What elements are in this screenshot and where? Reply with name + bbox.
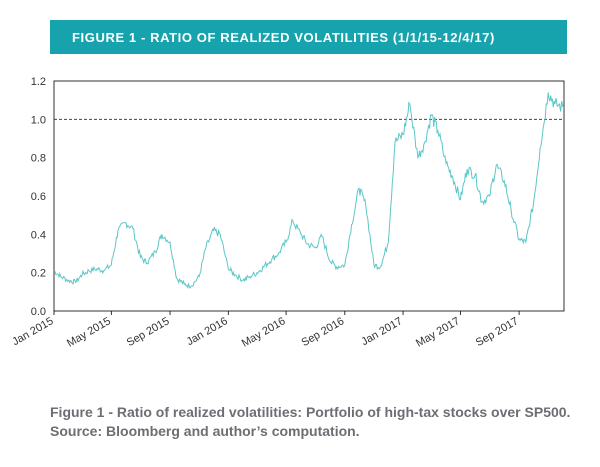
x-tick-label: Sep 2016 (300, 315, 347, 349)
y-tick-label: 0.4 (31, 229, 46, 241)
x-tick-label: May 2015 (65, 315, 113, 350)
y-tick-label: 1.2 (31, 76, 46, 88)
volatility-ratio-chart: 0.0 0.2 0.4 0.6 0.8 1.0 1.2 Jan 2015 May 2015 Se… (10, 76, 565, 350)
x-tick-label: May 2016 (240, 315, 288, 350)
figure-title: FIGURE 1 - RATIO OF REALIZED VOLATILITIE… (72, 29, 495, 45)
x-tick-label: May 2017 (414, 315, 462, 350)
x-tick-label: Jan 2016 (185, 315, 230, 348)
x-tick-label: Sep 2017 (474, 315, 521, 349)
y-tick-label: 0.6 (31, 191, 46, 203)
figure-caption: Figure 1 - Ratio of realized volatilitie… (50, 404, 571, 439)
figure-title-banner: FIGURE 1 - RATIO OF REALIZED VOLATILITIE… (50, 20, 567, 54)
series-line (53, 92, 565, 289)
y-tick-label: 0.2 (31, 268, 46, 280)
x-tick-label: Jan 2017 (359, 315, 404, 348)
x-tick-label: Sep 2015 (125, 315, 172, 349)
y-tick-label: 1.0 (31, 114, 46, 126)
y-tick-label: 0.0 (31, 306, 46, 318)
y-axis: 0.0 0.2 0.4 0.6 0.8 1.0 1.2 (31, 76, 46, 318)
x-axis: Jan 2015 May 2015 Sep 2015 Jan 2016 May 2016… (10, 311, 521, 350)
x-tick-label: Jan 2015 (10, 315, 55, 348)
y-tick-label: 0.8 (31, 153, 46, 165)
